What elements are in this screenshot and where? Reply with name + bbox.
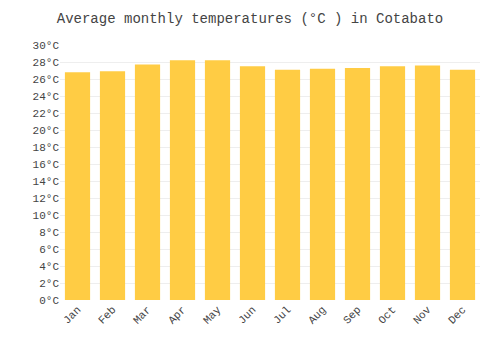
svg-text:4°C: 4°C [39,261,59,273]
svg-text:20°C: 20°C [33,125,60,137]
svg-text:22°C: 22°C [33,108,60,120]
svg-text:Jun: Jun [236,304,258,326]
svg-text:May: May [201,304,224,327]
svg-text:6°C: 6°C [39,244,59,256]
svg-text:26°C: 26°C [33,74,60,86]
svg-text:8°C: 8°C [39,227,59,239]
svg-text:Nov: Nov [411,304,434,327]
svg-text:30°C: 30°C [33,40,60,52]
svg-text:16°C: 16°C [33,159,60,171]
svg-text:Jan: Jan [61,304,83,326]
svg-text:Feb: Feb [96,304,118,326]
svg-text:12°C: 12°C [33,193,60,205]
svg-text:14°C: 14°C [33,176,60,188]
svg-text:28°C: 28°C [33,57,60,69]
svg-text:Dec: Dec [446,304,468,326]
svg-text:Average monthly temperatures (: Average monthly temperatures (°C ) in Co… [57,11,443,27]
svg-text:Apr: Apr [166,304,188,326]
svg-text:2°C: 2°C [39,278,59,290]
svg-text:Jul: Jul [271,304,293,326]
svg-text:10°C: 10°C [33,210,60,222]
svg-text:18°C: 18°C [33,142,60,154]
svg-text:Aug: Aug [306,304,328,326]
svg-text:Mar: Mar [131,304,153,326]
svg-text:0°C: 0°C [39,295,59,307]
svg-text:24°C: 24°C [33,91,60,103]
svg-text:Oct: Oct [376,304,398,326]
svg-text:Sep: Sep [341,304,363,326]
